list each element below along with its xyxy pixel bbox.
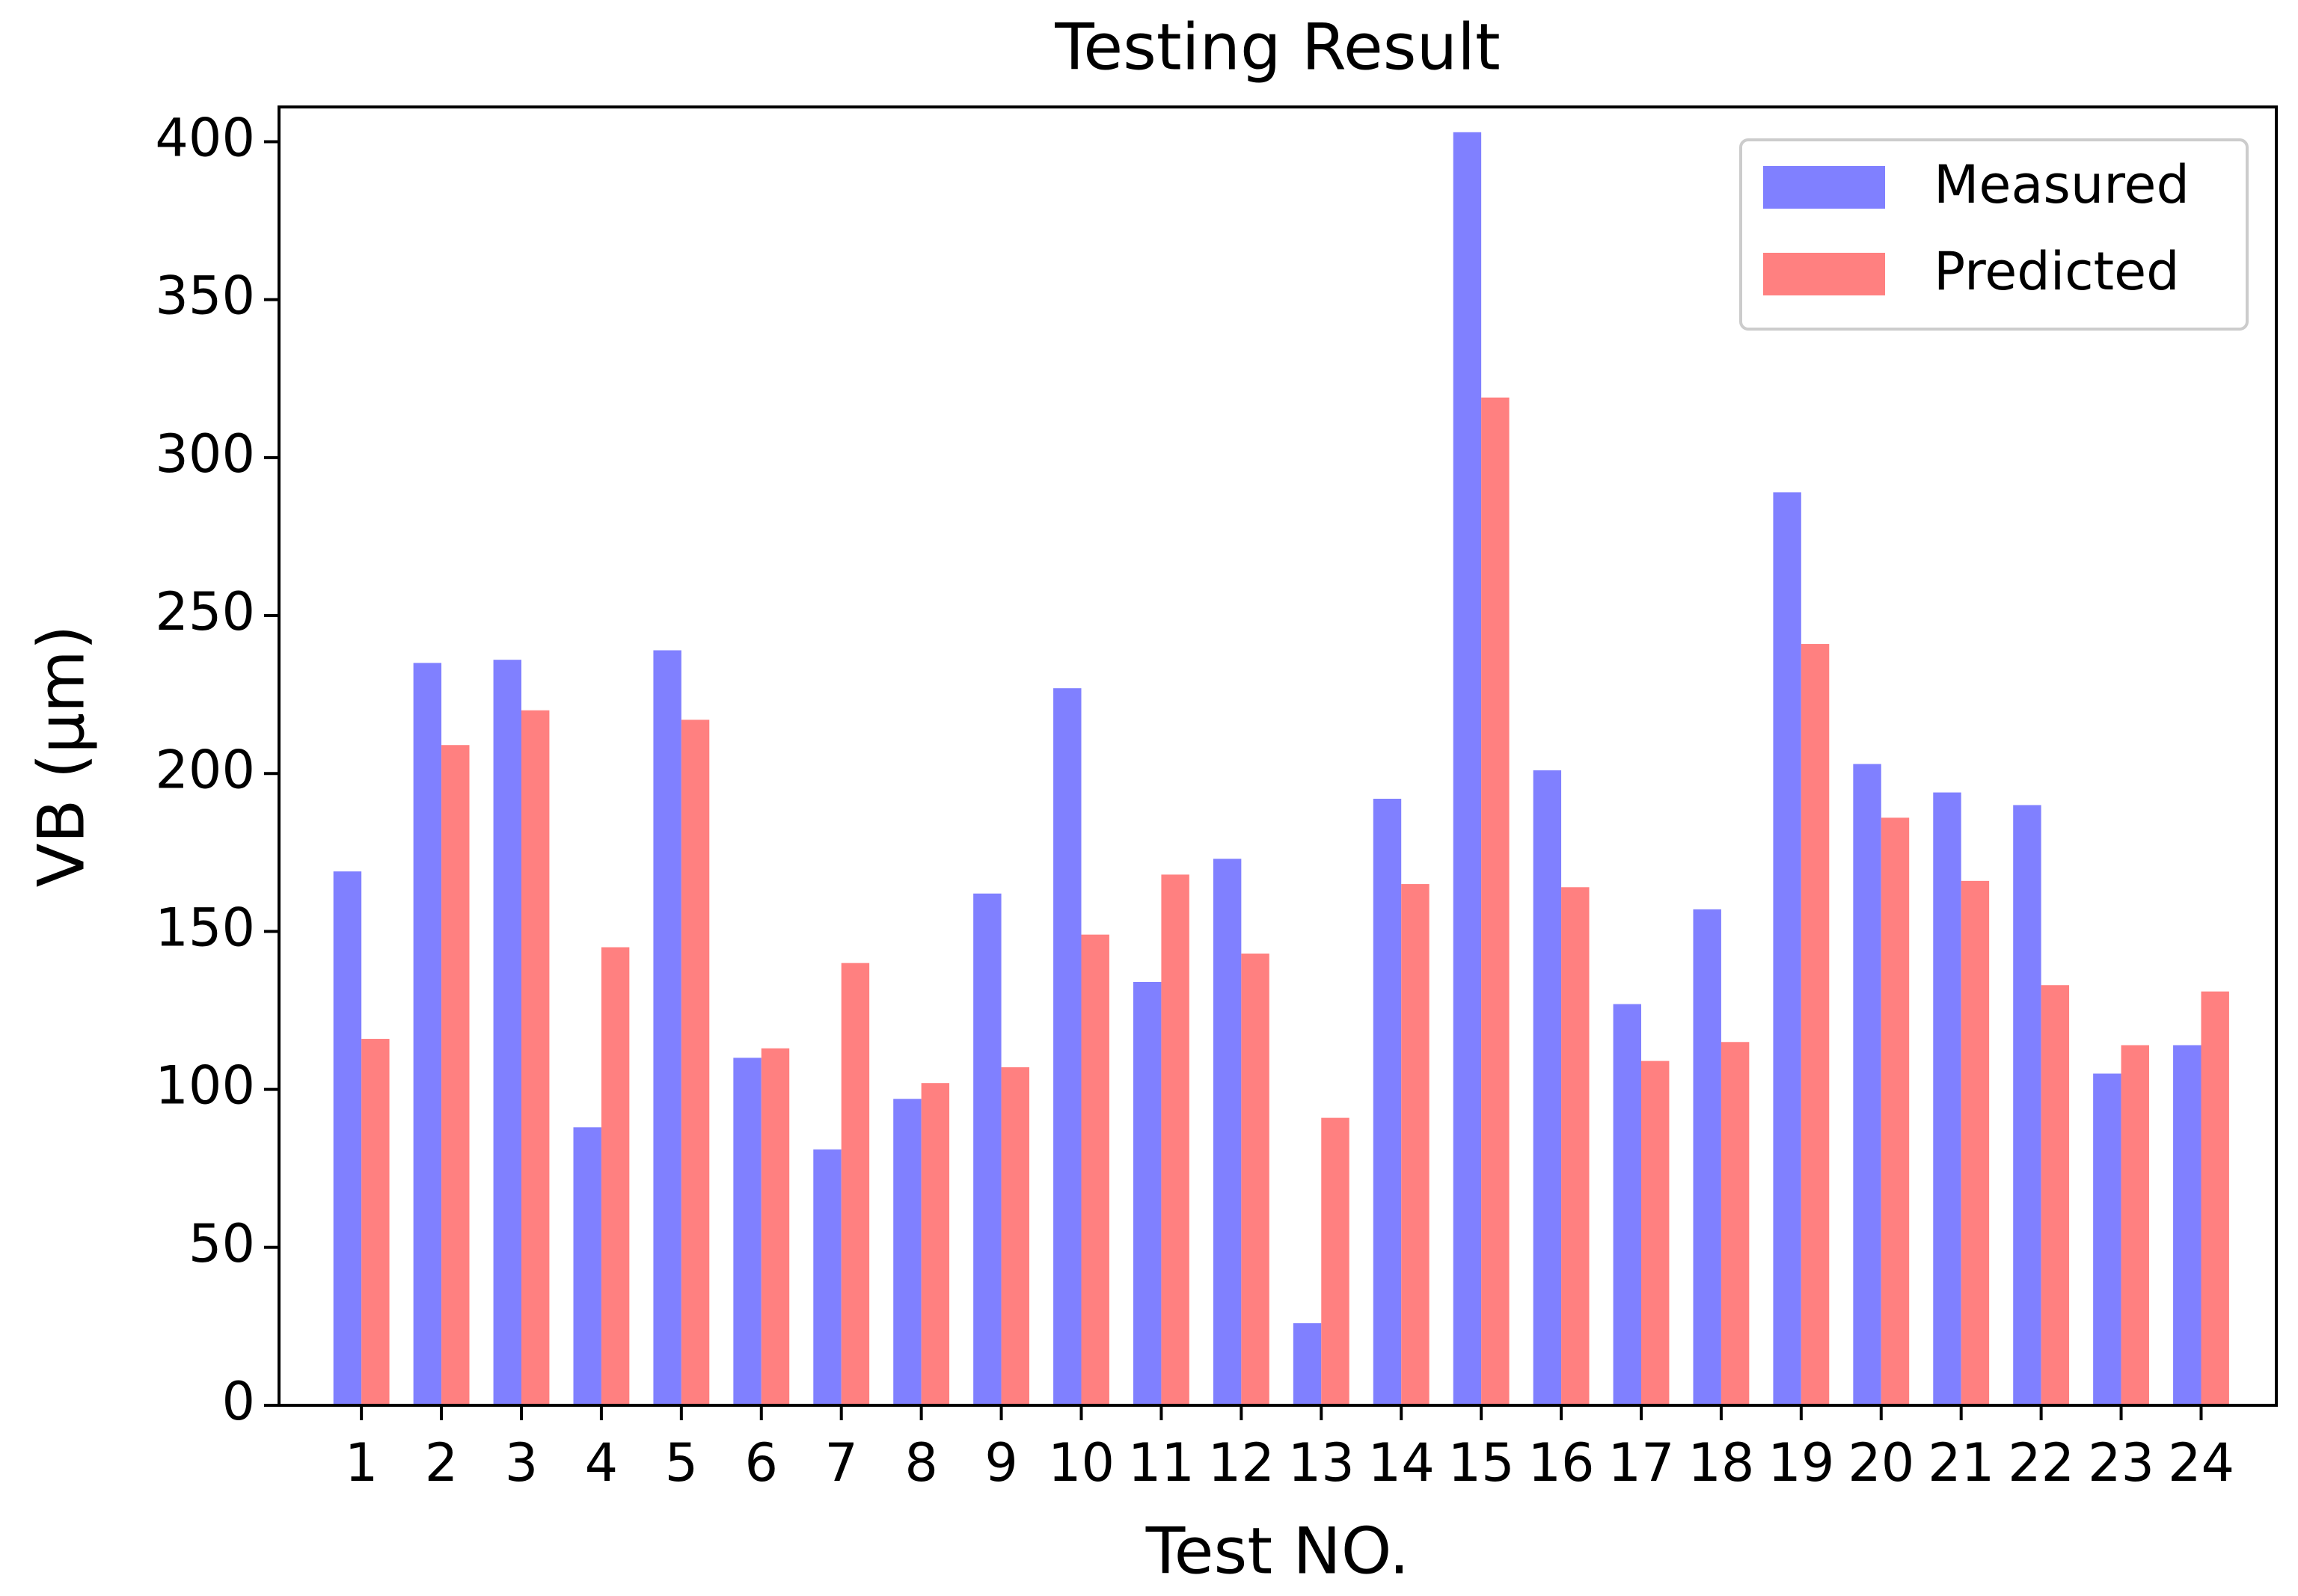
bar xyxy=(493,660,521,1405)
bar xyxy=(893,1099,922,1405)
legend-swatch xyxy=(1763,253,1885,295)
x-tick-label: 19 xyxy=(1768,1432,1834,1494)
bar xyxy=(333,871,362,1405)
chart-title: Testing Result xyxy=(1054,10,1500,85)
bar xyxy=(1401,884,1430,1405)
x-tick-label: 14 xyxy=(1368,1432,1435,1494)
bar xyxy=(1213,859,1242,1405)
bar xyxy=(2041,985,2070,1405)
bar xyxy=(1693,909,1721,1405)
bar xyxy=(813,1149,842,1405)
x-tick-label: 24 xyxy=(2168,1432,2234,1494)
legend-swatch xyxy=(1763,166,1885,209)
bar xyxy=(733,1058,762,1405)
x-tick-label: 16 xyxy=(1528,1432,1595,1494)
bar xyxy=(1613,1004,1641,1405)
x-tick-label: 13 xyxy=(1288,1432,1355,1494)
bar xyxy=(1241,953,1269,1405)
x-tick-label: 21 xyxy=(1928,1432,1994,1494)
y-tick-label: 100 xyxy=(155,1055,255,1117)
bar xyxy=(921,1083,950,1405)
x-tick-label: 22 xyxy=(2008,1432,2074,1494)
x-tick-label: 17 xyxy=(1608,1432,1674,1494)
plot-frame xyxy=(278,105,2278,1407)
bar xyxy=(1453,132,1482,1405)
x-tick-label: 8 xyxy=(904,1432,938,1494)
bar xyxy=(441,745,470,1405)
x-tick-label: 3 xyxy=(505,1432,539,1494)
bar xyxy=(681,719,710,1405)
bar xyxy=(361,1039,390,1405)
legend-label: Predicted xyxy=(1934,241,2180,302)
bar xyxy=(2201,991,2229,1405)
x-tick-label: 7 xyxy=(824,1432,858,1494)
y-tick-label: 350 xyxy=(155,266,255,327)
legend-label: Measured xyxy=(1934,154,2190,215)
x-tick-label: 6 xyxy=(745,1432,779,1494)
bar xyxy=(1053,688,1082,1405)
bar xyxy=(841,963,870,1405)
bar xyxy=(2173,1045,2202,1405)
x-tick-label: 11 xyxy=(1128,1432,1195,1494)
x-tick-label: 2 xyxy=(425,1432,459,1494)
x-tick-label: 5 xyxy=(665,1432,699,1494)
bar xyxy=(1640,1061,1670,1405)
x-tick-label: 10 xyxy=(1048,1432,1115,1494)
bar xyxy=(1133,982,1162,1405)
bar xyxy=(1001,1067,1029,1405)
bar xyxy=(601,947,630,1405)
x-tick-label: 1 xyxy=(345,1432,379,1494)
bar xyxy=(1481,397,1510,1405)
x-tick-label: 23 xyxy=(2088,1432,2154,1494)
bar xyxy=(573,1127,601,1405)
x-tick-label: 9 xyxy=(984,1432,1018,1494)
y-tick-label: 200 xyxy=(155,739,255,800)
bar xyxy=(1561,887,1590,1405)
bar xyxy=(1533,770,1562,1405)
x-tick-label: 12 xyxy=(1208,1432,1275,1494)
y-axis-label: VB (μm) xyxy=(24,625,99,888)
y-tick-label: 150 xyxy=(155,897,255,958)
bar xyxy=(1161,874,1189,1405)
bar xyxy=(1081,934,1109,1405)
bar xyxy=(1773,492,1801,1405)
x-tick-label: 15 xyxy=(1448,1432,1515,1494)
bar xyxy=(1933,792,1961,1405)
bar xyxy=(653,650,681,1405)
bar xyxy=(973,893,1002,1405)
y-tick-label: 300 xyxy=(155,423,255,485)
x-tick-label: 4 xyxy=(585,1432,619,1494)
bar xyxy=(1853,764,1881,1405)
bar xyxy=(1881,817,1910,1405)
bar xyxy=(1801,644,1830,1405)
bar xyxy=(1373,799,1402,1405)
bar xyxy=(521,710,550,1405)
x-tick-label: 18 xyxy=(1688,1432,1754,1494)
bar xyxy=(761,1048,790,1405)
bar xyxy=(1321,1117,1349,1405)
bar xyxy=(1293,1323,1322,1405)
x-axis-label: Test NO. xyxy=(1145,1514,1410,1589)
y-tick-label: 400 xyxy=(155,107,255,168)
bar xyxy=(2121,1045,2149,1405)
bar xyxy=(1961,880,1990,1405)
bar xyxy=(2093,1073,2121,1405)
x-tick-label: 20 xyxy=(1848,1432,1914,1494)
bar xyxy=(413,663,442,1405)
y-tick-label: 250 xyxy=(155,581,255,642)
bar xyxy=(1721,1042,1750,1405)
y-tick-label: 0 xyxy=(221,1371,255,1432)
y-tick-label: 50 xyxy=(189,1213,255,1274)
bar xyxy=(2013,805,2041,1405)
